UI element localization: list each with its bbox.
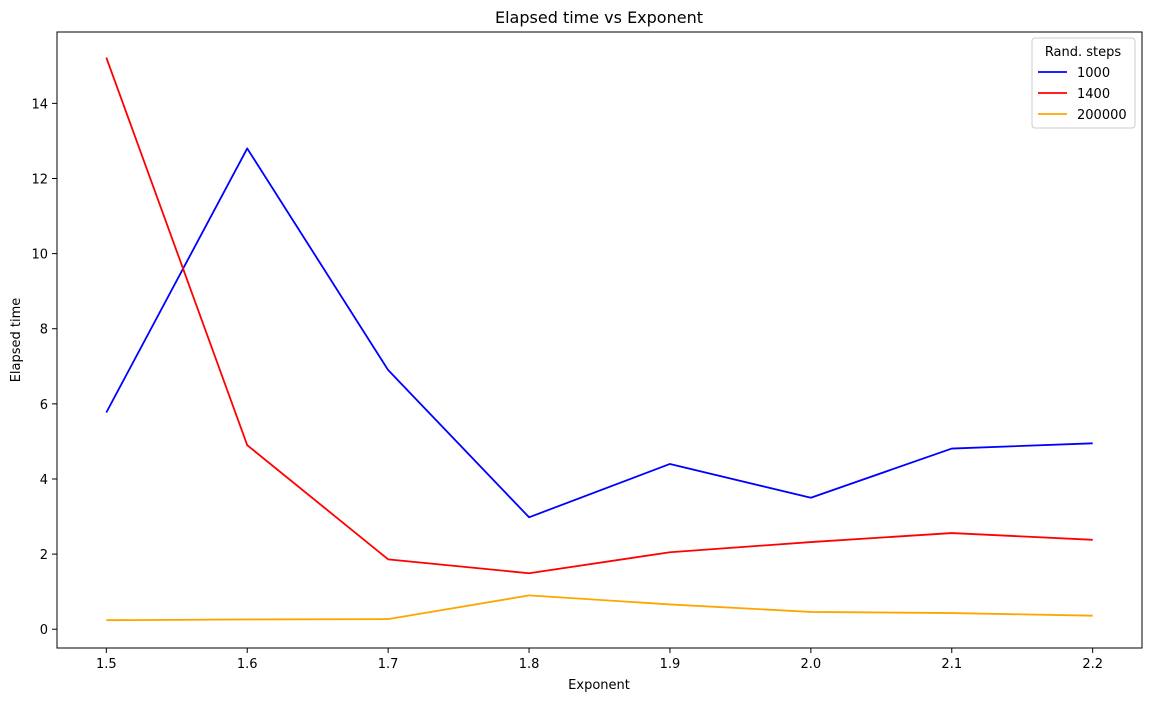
x-tick-label: 1.8 [519,657,540,672]
y-tick-label: 0 [40,623,48,638]
y-tick-label: 4 [40,473,48,488]
legend-label-1400: 1400 [1077,87,1110,102]
plot-area: 1.5 1.6 1.7 1.8 1.9 2.0 2.1 2.2 0 2 4 6 8 10 12 14 [31,31,1143,672]
x-tick-label: 2.0 [801,657,822,672]
legend-items: 1000 1400 200000 [1038,66,1127,123]
y-tick-label: 10 [31,248,48,263]
legend: Rand. steps 1000 1400 200000 [1031,37,1136,129]
x-tick-label: 2.2 [1082,657,1103,672]
y-axis: 0 2 4 6 8 10 12 14 [31,97,57,638]
x-axis: 1.5 1.6 1.7 1.8 1.9 2.0 2.1 2.2 [96,648,1103,672]
y-tick-label: 6 [40,398,48,413]
x-tick-label: 1.5 [96,657,117,672]
x-axis-title: Exponent [568,678,630,693]
series-line-1000 [105,147,1093,519]
y-tick-label: 14 [31,97,48,112]
legend-label-200000: 200000 [1077,108,1127,123]
x-tick-label: 1.6 [237,657,258,672]
x-tick-label: 2.1 [941,657,962,672]
y-tick-label: 8 [40,323,48,338]
series-line-200000 [106,594,1093,622]
chart-title: Elapsed time vs Exponent [495,8,703,27]
x-tick-label: 1.9 [660,657,681,672]
y-axis-title: Elapsed time [9,298,24,383]
x-tick-label: 1.7 [378,657,399,672]
plot-frame [56,31,1143,649]
legend-title: Rand. steps [1045,45,1122,60]
series-line-1400 [105,57,1093,575]
y-tick-label: 12 [31,172,48,187]
legend-label-1000: 1000 [1077,66,1110,81]
series-lines [105,57,1093,622]
y-tick-label: 2 [40,548,48,563]
legend-box [1031,37,1136,129]
